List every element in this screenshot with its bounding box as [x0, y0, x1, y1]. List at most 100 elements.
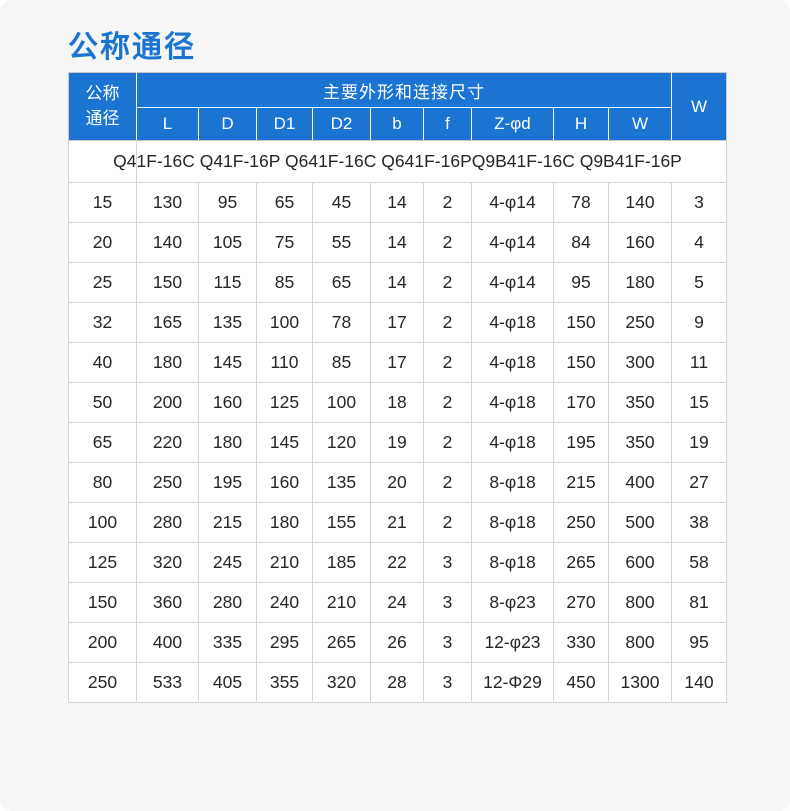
header-col-D2: D2: [312, 107, 371, 141]
table-cell: 145: [256, 422, 313, 463]
header-row-sub: L D D1 D2 b f Z-φd H W: [69, 107, 727, 141]
table-cell: 81: [671, 582, 728, 623]
table-cell: 17: [370, 302, 424, 343]
table-cell: 5: [671, 262, 728, 303]
table-cell: 160: [607, 222, 673, 263]
model-row-spacer: [68, 140, 137, 183]
table-cell: 1300: [607, 662, 673, 703]
table-row: 15 130 95 65 45 14 2 4-φ14 78 140 3: [68, 182, 728, 223]
table-cell: 355: [256, 662, 313, 703]
table-row: 80 250 195 160 135 20 2 8-φ18 215 400 27: [68, 462, 728, 503]
table-cell: 17: [370, 342, 424, 383]
table-cell: 50: [68, 382, 137, 423]
table-cell: 160: [198, 382, 257, 423]
table-cell: 400: [136, 622, 199, 663]
table-cell: 9: [671, 302, 728, 343]
table-cell: 100: [312, 382, 371, 423]
table-cell: 130: [136, 182, 199, 223]
table-cell: 65: [256, 182, 313, 223]
table-cell: 320: [312, 662, 371, 703]
table-cell: 14: [370, 262, 424, 303]
table-cell: 350: [607, 422, 673, 463]
table-cell: 65: [68, 422, 137, 463]
table-cell: 405: [198, 662, 257, 703]
table-cell: 45: [312, 182, 371, 223]
table-cell: 600: [607, 542, 673, 583]
table-cell: 100: [256, 302, 313, 343]
table-cell: 533: [136, 662, 199, 703]
table-cell: 200: [136, 382, 199, 423]
table-cell: 24: [370, 582, 424, 623]
table-cell: 280: [136, 502, 199, 543]
table-cell: 85: [256, 262, 313, 303]
table-cell: 100: [68, 502, 137, 543]
header-col-Z-phi-d: Z-φd: [471, 107, 554, 141]
table-cell: 185: [312, 542, 371, 583]
table-cell: 2: [423, 502, 472, 543]
table-cell: 125: [256, 382, 313, 423]
table-cell: 120: [312, 422, 371, 463]
table-cell: 84: [553, 222, 609, 263]
table-cell: 210: [256, 542, 313, 583]
table-cell: 32: [68, 302, 137, 343]
table-cell: 4: [671, 222, 728, 263]
table-cell: 20: [68, 222, 137, 263]
table-cell: 200: [68, 622, 137, 663]
table-cell: 150: [68, 582, 137, 623]
table-cell: 19: [671, 422, 728, 463]
table-cell: 21: [370, 502, 424, 543]
table-cell: 2: [423, 222, 472, 263]
table-cell: 22: [370, 542, 424, 583]
table-row: 200 400 335 295 265 26 3 12-φ23 330 800 95: [68, 622, 728, 663]
table-cell: 150: [553, 342, 609, 383]
table-cell: 4-φ14: [471, 222, 554, 263]
table-cell: 19: [370, 422, 424, 463]
table-cell: 250: [136, 462, 199, 503]
table-cell: 3: [671, 182, 728, 223]
header-col-W: W: [607, 107, 673, 141]
table-cell: 3: [423, 662, 472, 703]
table-cell: 3: [423, 622, 472, 663]
header-dimensions-group: 主要外形和连接尺寸: [135, 72, 673, 108]
table-cell: 95: [198, 182, 257, 223]
table-cell: 12-Φ29: [471, 662, 554, 703]
table-cell: 18: [370, 382, 424, 423]
table-cell: 215: [553, 462, 609, 503]
table-cell: 95: [671, 622, 728, 663]
header-nominal-line2: 通径: [85, 108, 120, 128]
table-cell: 135: [198, 302, 257, 343]
table-cell: 140: [671, 662, 728, 703]
header-nominal-diameter: 公称 通径: [68, 72, 137, 141]
table-cell: 105: [198, 222, 257, 263]
table-cell: 240: [256, 582, 313, 623]
table-cell: 170: [553, 382, 609, 423]
table-row: 25 150 115 85 65 14 2 4-φ14 95 180 5: [68, 262, 728, 303]
table-cell: 180: [256, 502, 313, 543]
table-cell: 3: [423, 542, 472, 583]
table-cell: 80: [68, 462, 137, 503]
table-cell: 295: [256, 622, 313, 663]
table-cell: 270: [553, 582, 609, 623]
table-row: 40 180 145 110 85 17 2 4-φ18 150 300 11: [68, 342, 728, 383]
table-cell: 55: [312, 222, 371, 263]
table-row: 65 220 180 145 120 19 2 4-φ18 195 350 19: [68, 422, 728, 463]
table-cell: 8-φ23: [471, 582, 554, 623]
table-cell: 220: [136, 422, 199, 463]
table-cell: 8-φ18: [471, 462, 554, 503]
table-cell: 95: [553, 262, 609, 303]
table-cell: 8-φ18: [471, 502, 554, 543]
dimensions-table: 公称 通径 主要外形和连接尺寸 W L D D1 D2 b f Z-φd H W: [68, 72, 728, 703]
table-header: 公称 通径 主要外形和连接尺寸 W L D D1 D2 b f Z-φd H W: [68, 72, 728, 141]
table-cell: 265: [553, 542, 609, 583]
model-row-cell: Q41F-16C Q41F-16P Q641F-16C Q641F-16PQ9B…: [113, 140, 728, 183]
table-cell: 65: [312, 262, 371, 303]
header-col-f: f: [423, 107, 472, 141]
table-cell: 320: [136, 542, 199, 583]
table-cell: 4-φ14: [471, 182, 554, 223]
table-cell: 27: [671, 462, 728, 503]
header-row-group: 公称 通径 主要外形和连接尺寸 W: [68, 72, 728, 141]
table-cell: 140: [607, 182, 673, 223]
table-cell: 110: [256, 342, 313, 383]
table-cell: 150: [553, 302, 609, 343]
